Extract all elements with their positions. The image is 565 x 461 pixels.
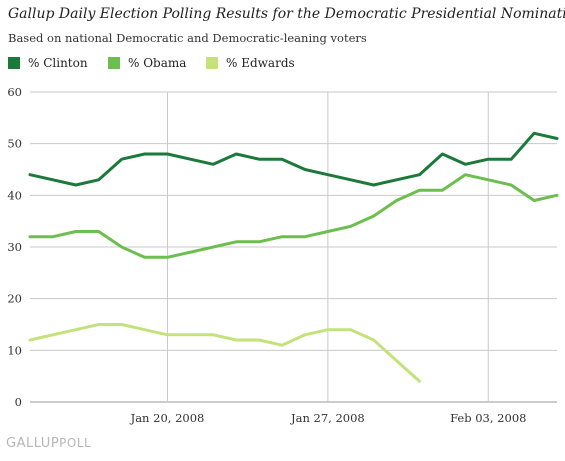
y-tick-label: 10 — [7, 343, 22, 357]
gallup-poll-logo: GALLUPPOLL — [6, 436, 91, 451]
brand-main: GALLUP — [6, 436, 60, 451]
edwards-line — [28, 323, 421, 383]
legend-label-clinton: % Clinton — [28, 56, 88, 70]
legend-item-clinton: % Clinton — [8, 56, 88, 70]
x-tick-label: Feb 03, 2008 — [450, 411, 526, 425]
clinton-line — [28, 131, 559, 187]
legend-swatch-clinton — [8, 57, 20, 69]
legend-item-obama: % Obama — [108, 56, 186, 70]
y-tick-label: 0 — [15, 395, 22, 409]
legend-swatch-obama — [108, 57, 120, 69]
legend-label-obama: % Obama — [128, 56, 187, 70]
chart-title: Gallup Daily Election Polling Results fo… — [8, 6, 565, 22]
y-tick-label: 60 — [7, 85, 22, 99]
obama-line — [28, 173, 559, 259]
x-tick-label: Jan 27, 2008 — [290, 411, 365, 425]
y-tick-label: 30 — [7, 240, 22, 254]
y-tick-label: 40 — [7, 188, 22, 202]
y-tick-label: 50 — [7, 137, 22, 151]
brand-suffix: POLL — [59, 436, 92, 450]
legend-item-edwards: % Edwards — [206, 56, 295, 70]
line-chart: 0 10 20 30 40 50 60 Jan 20, 2008 Jan 27, 2008 Feb… — [7, 85, 559, 425]
legend: % Clinton % Obama % Edwards — [8, 56, 548, 72]
legend-swatch-edwards — [206, 57, 218, 69]
chart-subtitle: Based on national Democratic and Democra… — [8, 31, 367, 45]
legend-label-edwards: % Edwards — [226, 56, 295, 70]
x-tick-label: Jan 20, 2008 — [130, 411, 205, 425]
y-tick-label: 20 — [7, 292, 22, 306]
